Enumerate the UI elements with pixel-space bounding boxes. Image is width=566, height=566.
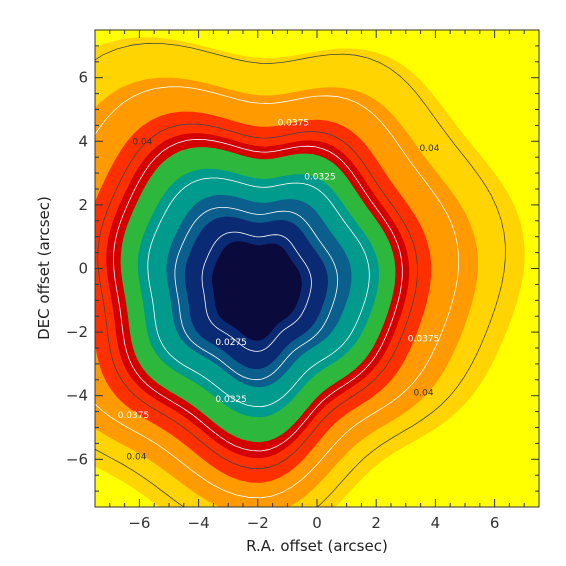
contour-label-9: 0.0375 bbox=[118, 411, 150, 421]
contour-label-1: 0.04 bbox=[132, 137, 152, 147]
y-tick-label: 6 bbox=[78, 69, 88, 87]
y-tick-label: −2 bbox=[66, 323, 88, 341]
contour-label-10: 0.04 bbox=[126, 452, 146, 462]
y-tick-label: 4 bbox=[78, 132, 88, 150]
contour-line-1 bbox=[95, 42, 506, 507]
x-tick-label: 4 bbox=[431, 514, 441, 532]
y-tick-label: 0 bbox=[78, 260, 88, 278]
contour-label-5: 0.0375 bbox=[408, 335, 440, 345]
contour-line-4 bbox=[113, 138, 403, 452]
y-tick-label: −4 bbox=[66, 387, 88, 405]
contour-labels: 0.04 0.0375 0.04 0.0325 0.0375 0.04 0.0275 0.03… bbox=[118, 118, 440, 462]
y-tick-label: 2 bbox=[78, 196, 88, 214]
contour-line-6 bbox=[174, 206, 338, 381]
contour-line-3 bbox=[97, 123, 418, 470]
y-tick-label: −6 bbox=[66, 450, 88, 468]
contour-label-4: 0.0325 bbox=[304, 172, 336, 182]
contour-label-3: 0.04 bbox=[419, 144, 439, 154]
x-axis-label: R.A. offset (arcsec) bbox=[246, 537, 388, 555]
heatmap-band-9 bbox=[212, 241, 302, 341]
contour-label-2: 0.0375 bbox=[278, 118, 310, 128]
contour-label-8: 0.0325 bbox=[215, 395, 247, 405]
axis-ticks bbox=[94, 29, 540, 508]
contour-label-6: 0.04 bbox=[414, 389, 434, 399]
x-tick-label: −2 bbox=[247, 514, 269, 532]
x-tick-label: 2 bbox=[371, 514, 381, 532]
contour-line-7 bbox=[201, 231, 312, 352]
contour-lines bbox=[95, 42, 506, 507]
contour-label-7: 0.0275 bbox=[215, 338, 247, 348]
contour-line-5 bbox=[147, 177, 370, 408]
y-axis-label: DEC offset (arcsec) bbox=[35, 196, 53, 340]
contour-line-2 bbox=[95, 86, 460, 499]
x-tick-label: −4 bbox=[188, 514, 210, 532]
x-tick-label: 6 bbox=[490, 514, 500, 532]
x-tick-label: −6 bbox=[128, 514, 150, 532]
x-tick-labels: −6 −4 −2 0 2 4 6 bbox=[128, 514, 499, 532]
y-tick-labels: 6 4 2 0 −2 −4 −6 bbox=[66, 69, 88, 469]
x-tick-label: 0 bbox=[312, 514, 322, 532]
